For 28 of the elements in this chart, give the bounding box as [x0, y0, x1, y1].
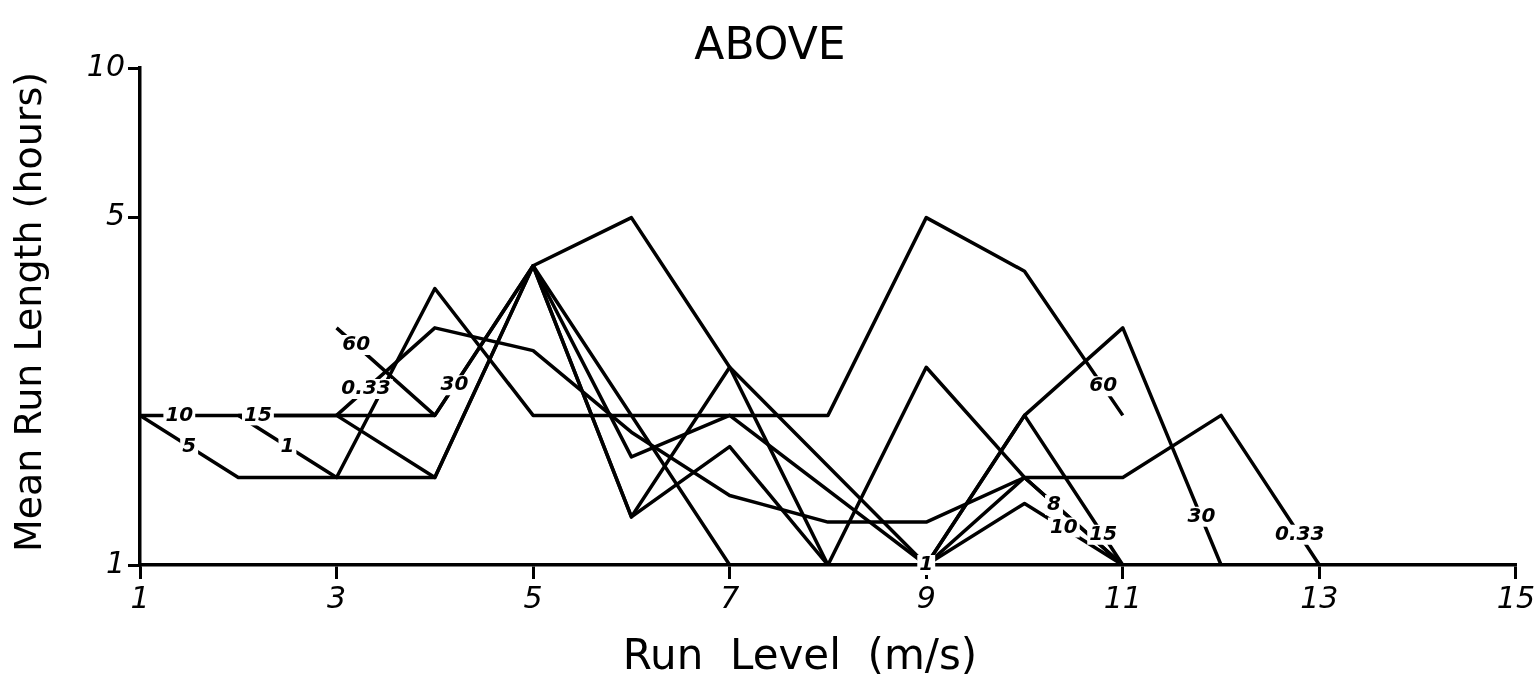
annotation: 30 [440, 371, 469, 396]
y-tick-label: 1 [105, 544, 125, 580]
x-tick-label: 1 [130, 579, 150, 615]
annotation: 30 [1187, 503, 1216, 528]
annotation: 1 [280, 432, 295, 457]
annotation: 8 [1047, 491, 1062, 516]
annotation: 1 [919, 551, 934, 576]
x-tick-label: 15 [1496, 579, 1536, 615]
y-axis-title: Mean Run Length (hours) [6, 70, 50, 555]
annotation: 0.33 [341, 375, 391, 400]
annotation: 15 [244, 401, 272, 426]
chart-title: ABOVE [693, 18, 847, 69]
y-tick-label: 5 [105, 197, 125, 233]
x-axis-title: Run Level (m/s) [621, 630, 979, 679]
annotation: 60 [1089, 372, 1118, 397]
annotation: 10 [1049, 513, 1078, 538]
x-tick-label: 3 [327, 579, 347, 615]
x-tick-label: 9 [916, 579, 936, 615]
annotation: 10 [165, 401, 194, 426]
x-tick-label: 7 [720, 579, 740, 615]
x-tick-label: 11 [1103, 579, 1142, 615]
annotation: 0.33 [1275, 521, 1325, 546]
annotation: 5 [182, 432, 197, 457]
x-tick-label: 5 [523, 579, 543, 615]
y-tick-label: 10 [86, 47, 125, 83]
annotation: 15 [1089, 521, 1118, 546]
x-tick-label: 13 [1300, 579, 1339, 615]
annotation: 60 [342, 331, 371, 356]
